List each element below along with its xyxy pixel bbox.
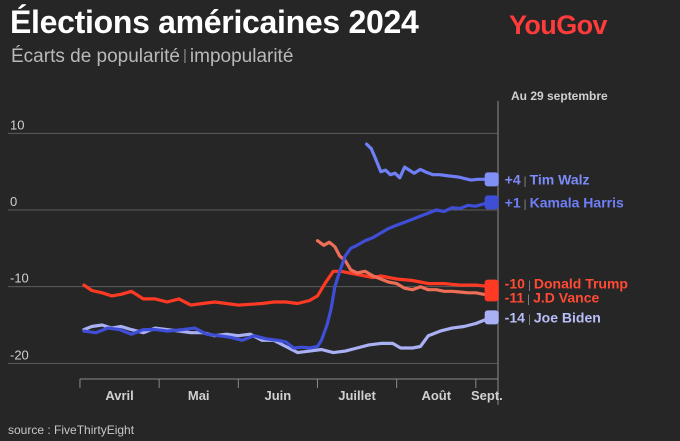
series-label-value: -14 <box>505 309 525 325</box>
x-tick-label: Mai <box>188 388 210 403</box>
series-label-kamala-harris: +1 | Kamala Harris <box>505 194 624 210</box>
series-label-name: Tim Walz <box>530 171 590 187</box>
chart-subtitle: Écarts de popularité | impopularité <box>11 46 293 68</box>
series-label-value: +4 <box>505 171 521 187</box>
end-marker-kamala-harris <box>484 195 499 210</box>
series-label-separator: | <box>524 293 533 305</box>
current-date-label: Au 29 septembre <box>511 89 608 103</box>
x-tick-label: Sept. <box>471 388 503 403</box>
series-label-separator: | <box>521 198 530 210</box>
y-tick-label: 10 <box>10 117 24 132</box>
y-tick-label: -10 <box>10 271 29 286</box>
series-label-name: Donald Trump <box>534 276 628 292</box>
series-line-j-d-vance <box>315 239 494 296</box>
end-marker-j-d-vance <box>484 287 499 302</box>
chart-title: Élections américaines 2024 <box>10 4 419 40</box>
series-label-value: -10 <box>505 276 525 292</box>
series-label-tim-walz: +4 | Tim Walz <box>505 171 590 187</box>
series-label-separator: | <box>525 280 534 292</box>
x-tick-label: Avril <box>105 388 133 403</box>
series-line-donald-trump <box>82 269 494 307</box>
series-label-donald-trump: -10 | Donald Trump <box>505 276 628 292</box>
end-marker-tim-walz <box>484 172 499 187</box>
series-label-name: J.D Vance <box>533 289 599 305</box>
source-note: source : FiveThirtyEight <box>8 423 135 437</box>
series-label-separator: | <box>521 175 530 187</box>
subtitle-popularity: Écarts de popularité <box>11 46 180 67</box>
series-label-name: Joe Biden <box>534 309 601 325</box>
subtitle-unpopularity: impopularité <box>189 46 294 67</box>
series-line-joe-biden <box>82 315 494 355</box>
yougov-logo: YouGov <box>509 10 608 40</box>
series-line-tim-walz <box>365 142 494 182</box>
series-label-value: +1 <box>505 194 521 210</box>
y-tick-label: -20 <box>10 347 29 362</box>
series-label-value: -11 <box>505 289 525 305</box>
x-tick-label: Août <box>421 388 451 403</box>
series-line-kamala-harris <box>82 200 494 350</box>
subtitle-separator: | <box>183 47 187 64</box>
x-tick-label: Juillet <box>338 388 376 403</box>
x-tick-label: Juin <box>265 388 292 403</box>
series-label-name: Kamala Harris <box>530 194 624 210</box>
end-marker-joe-biden <box>484 310 499 325</box>
series-label-j-d-vance: -11 | J.D Vance <box>505 289 600 305</box>
series-label-separator: | <box>525 313 534 325</box>
series-label-joe-biden: -14 | Joe Biden <box>505 309 601 325</box>
y-tick-label: 0 <box>10 194 17 209</box>
